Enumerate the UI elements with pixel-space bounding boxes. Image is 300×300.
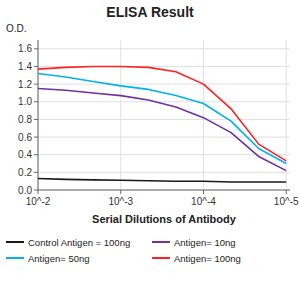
y-tick-label: 1.0 xyxy=(18,96,32,107)
y-tick xyxy=(34,154,38,155)
series-line xyxy=(38,74,286,164)
x-axis-label: Serial Dilutions of Antibody xyxy=(92,213,237,225)
legend-label: Antigen= 100ng xyxy=(174,253,241,264)
legend-label: Antigen= 50ng xyxy=(28,253,90,264)
y-tick xyxy=(34,66,38,67)
y-axis xyxy=(38,40,39,190)
title: ELISA Result xyxy=(106,4,194,20)
grid-line xyxy=(286,40,287,190)
y-tick-label: 0.4 xyxy=(18,149,32,160)
y-tick xyxy=(34,172,38,173)
grid-line xyxy=(38,101,290,102)
y-tick xyxy=(34,48,38,49)
x-axis xyxy=(38,190,290,191)
chart: 0.0 0.2 0.4 0.6 0.8 1.0 1.2 1.4 1.6 10^-2 10^-3 10^… xyxy=(0,0,300,300)
legend-label: Control Antigen = 100ng xyxy=(28,237,130,248)
grid-line xyxy=(38,40,39,190)
y-tick-label: 0.6 xyxy=(18,132,32,143)
grid-line xyxy=(38,190,290,191)
series-line xyxy=(38,66,286,160)
y-tick xyxy=(34,137,38,138)
grid-line xyxy=(38,154,290,155)
grid-line xyxy=(38,48,290,49)
legend-label: Antigen= 10ng xyxy=(174,237,236,248)
legend-swatch xyxy=(6,257,24,259)
grid-line xyxy=(38,119,290,120)
x-tick-label: 10^-4 xyxy=(191,196,216,207)
y-axis-label: O.D. xyxy=(6,23,27,34)
y-tick xyxy=(34,101,38,102)
grid xyxy=(38,40,290,190)
y-tick xyxy=(34,84,38,85)
legend: Control Antigen = 100ng Antigen= 10ng Anti… xyxy=(6,237,241,264)
y-tick-label: 1.2 xyxy=(18,79,32,90)
series-line xyxy=(38,89,286,171)
legend-swatch xyxy=(152,257,170,259)
plot-area xyxy=(38,66,286,182)
y-tick-label: 0.2 xyxy=(18,167,32,178)
y-tick-label: 0.8 xyxy=(18,114,32,125)
x-tick-label: 10^-3 xyxy=(108,196,133,207)
legend-swatch xyxy=(6,241,24,243)
legend-swatch xyxy=(152,241,170,243)
x-tick-label: 10^-5 xyxy=(274,196,299,207)
y-tick xyxy=(34,190,38,191)
x-tick xyxy=(38,190,39,194)
y-tick xyxy=(34,119,38,120)
y-tick-label: 0.0 xyxy=(18,185,32,196)
y-tick-label: 1.6 xyxy=(18,43,32,54)
grid-line xyxy=(38,172,290,173)
x-tick xyxy=(286,190,287,194)
series-line xyxy=(38,179,286,183)
x-tick-label: 10^-2 xyxy=(26,196,51,207)
grid-line xyxy=(120,40,121,190)
grid-line xyxy=(203,40,204,190)
grid-line xyxy=(38,84,290,85)
x-tick xyxy=(120,190,121,194)
y-tick-label: 1.4 xyxy=(18,61,32,72)
x-tick xyxy=(203,190,204,194)
